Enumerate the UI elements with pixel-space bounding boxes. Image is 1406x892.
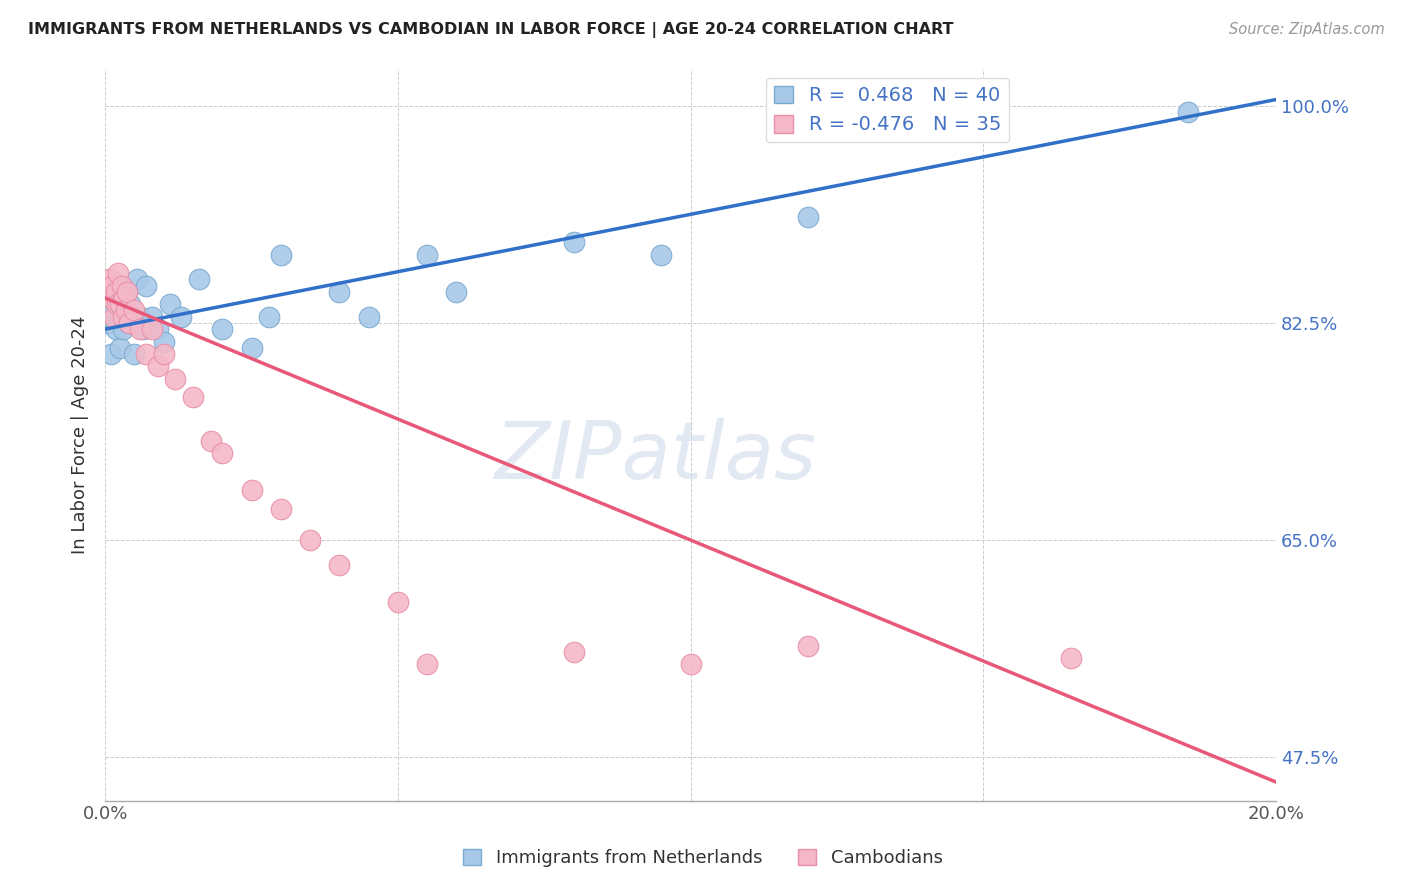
Legend: R =  0.468   N = 40, R = -0.476   N = 35: R = 0.468 N = 40, R = -0.476 N = 35 <box>766 78 1008 142</box>
Point <box>240 341 263 355</box>
Point <box>165 372 187 386</box>
Point <box>101 278 124 293</box>
Point <box>416 657 439 672</box>
Point <box>111 310 134 324</box>
Point <box>181 390 204 404</box>
Legend: Immigrants from Netherlands, Cambodians: Immigrants from Netherlands, Cambodians <box>456 841 950 874</box>
Point <box>124 347 146 361</box>
Point <box>270 247 292 261</box>
Point <box>103 310 125 324</box>
Point <box>146 359 169 374</box>
Point <box>1177 105 1199 120</box>
Point <box>270 502 292 516</box>
Point <box>118 297 141 311</box>
Point <box>240 483 263 498</box>
Point <box>117 316 139 330</box>
Point <box>108 341 131 355</box>
Point <box>98 310 121 324</box>
Point <box>129 310 152 324</box>
Point <box>200 434 222 448</box>
Point <box>114 310 136 324</box>
Point <box>1060 651 1083 665</box>
Point <box>112 297 135 311</box>
Point <box>104 322 127 336</box>
Point <box>650 247 672 261</box>
Point <box>132 322 155 336</box>
Point <box>211 446 233 460</box>
Point <box>117 285 139 299</box>
Point <box>101 303 124 318</box>
Point <box>679 657 702 672</box>
Point <box>107 266 129 280</box>
Point <box>114 303 136 318</box>
Point <box>135 347 157 361</box>
Point <box>357 310 380 324</box>
Point <box>112 291 135 305</box>
Point <box>110 278 132 293</box>
Point <box>211 322 233 336</box>
Point <box>387 595 409 609</box>
Point <box>105 291 128 305</box>
Point <box>146 322 169 336</box>
Text: Source: ZipAtlas.com: Source: ZipAtlas.com <box>1229 22 1385 37</box>
Point <box>299 533 322 547</box>
Point <box>124 303 146 318</box>
Point <box>796 639 818 653</box>
Point <box>108 297 131 311</box>
Point <box>100 297 122 311</box>
Point <box>100 347 122 361</box>
Point <box>98 272 121 286</box>
Point <box>152 347 174 361</box>
Point <box>446 285 468 299</box>
Point <box>111 322 134 336</box>
Point <box>117 285 139 299</box>
Point <box>135 278 157 293</box>
Point <box>170 310 193 324</box>
Point <box>100 291 122 305</box>
Point <box>110 278 132 293</box>
Point <box>129 322 152 336</box>
Point <box>562 645 585 659</box>
Point <box>141 310 163 324</box>
Text: IMMIGRANTS FROM NETHERLANDS VS CAMBODIAN IN LABOR FORCE | AGE 20-24 CORRELATION : IMMIGRANTS FROM NETHERLANDS VS CAMBODIAN… <box>28 22 953 38</box>
Point <box>127 272 149 286</box>
Point <box>103 285 125 299</box>
Point <box>105 297 128 311</box>
Point <box>104 285 127 299</box>
Point <box>796 211 818 225</box>
Point <box>107 310 129 324</box>
Point <box>328 558 350 572</box>
Point <box>159 297 181 311</box>
Point <box>416 247 439 261</box>
Point <box>117 316 139 330</box>
Text: ZIPatlas: ZIPatlas <box>495 417 817 496</box>
Y-axis label: In Labor Force | Age 20-24: In Labor Force | Age 20-24 <box>72 316 89 554</box>
Point <box>97 316 120 330</box>
Point <box>187 272 209 286</box>
Point <box>257 310 280 324</box>
Point <box>97 285 120 299</box>
Point <box>328 285 350 299</box>
Point <box>152 334 174 349</box>
Point <box>141 322 163 336</box>
Point <box>562 235 585 250</box>
